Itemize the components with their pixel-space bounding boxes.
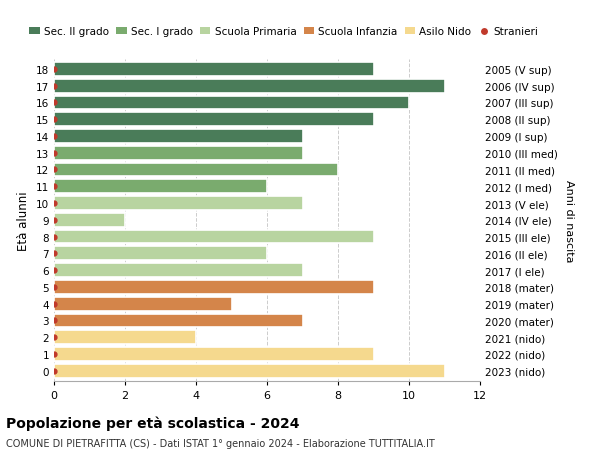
Bar: [54, 364, 445, 378]
Text: COMUNE DI PIETRAFITTA (CS) - Dati ISTAT 1° gennaio 2024 - Elaborazione TUTTITALI: COMUNE DI PIETRAFITTA (CS) - Dati ISTAT …: [6, 438, 435, 448]
Bar: [54, 280, 373, 294]
Bar: [54, 197, 302, 210]
Bar: [54, 314, 302, 328]
Bar: [54, 213, 125, 227]
Bar: [54, 130, 302, 144]
Bar: [54, 146, 302, 160]
Bar: [54, 163, 338, 177]
Y-axis label: Età alunni: Età alunni: [17, 190, 31, 250]
Bar: [54, 330, 196, 344]
Bar: [54, 347, 373, 361]
Bar: [54, 79, 445, 93]
Bar: [54, 113, 373, 127]
Bar: [54, 180, 267, 194]
Text: Popolazione per età scolastica - 2024: Popolazione per età scolastica - 2024: [6, 415, 299, 430]
Legend: Sec. II grado, Sec. I grado, Scuola Primaria, Scuola Infanzia, Asilo Nido, Stran: Sec. II grado, Sec. I grado, Scuola Prim…: [25, 23, 542, 41]
Bar: [54, 247, 267, 261]
Bar: [54, 230, 373, 244]
Bar: [54, 63, 373, 77]
Bar: [54, 297, 232, 311]
Y-axis label: Anni di nascita: Anni di nascita: [565, 179, 574, 262]
Bar: [54, 263, 302, 277]
Bar: [54, 96, 409, 110]
